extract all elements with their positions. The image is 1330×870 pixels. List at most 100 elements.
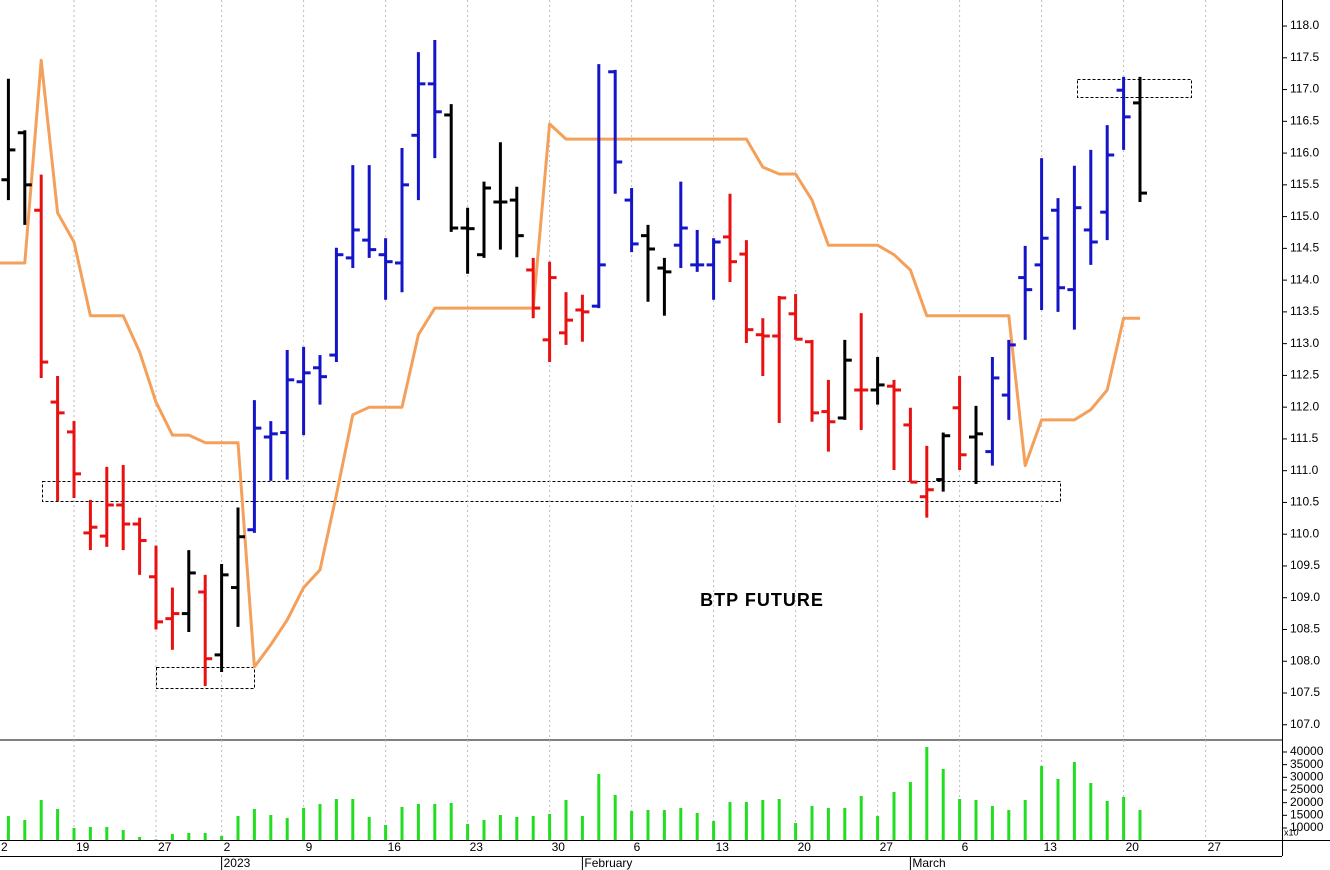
y-tick-label: 116.0 (1290, 145, 1319, 159)
y-tick-label: 118.0 (1290, 18, 1319, 32)
volume-bar (728, 801, 732, 840)
volume-bar (1138, 810, 1142, 840)
volume-bar (1040, 765, 1044, 840)
volume-bar (269, 814, 273, 840)
volume-bar (138, 836, 142, 840)
highlight-box (1077, 79, 1192, 98)
x-tick-label: 27 (158, 840, 172, 854)
x-tick-label: 20 (1126, 840, 1140, 854)
volume-bar (843, 808, 847, 840)
volume-bar (416, 803, 420, 840)
x-tick-label: 16 (388, 840, 402, 854)
y-tick-label: 109.5 (1290, 558, 1320, 572)
volume-bar (1023, 799, 1027, 840)
y-tick-label: 117.0 (1290, 82, 1319, 96)
y-tick-label: 108.0 (1290, 653, 1320, 667)
volume-bar (318, 803, 322, 840)
volume-bar (1072, 761, 1076, 840)
volume-bar (498, 814, 502, 840)
volume-bar (613, 795, 617, 840)
y-tick-label: 40000 (1290, 744, 1324, 758)
volume-bar (892, 791, 896, 840)
volume-bar (384, 825, 388, 840)
volume-bar (794, 822, 798, 840)
volume-bar (679, 808, 683, 840)
volume-bar (433, 803, 437, 840)
volume-bar (105, 826, 109, 840)
volume-bar (548, 813, 552, 840)
x-tick-label: 2 (224, 840, 231, 854)
volume-bar (826, 808, 830, 840)
volume-bar (695, 812, 699, 840)
volume-bar (597, 773, 601, 840)
y-tick-label: 114.5 (1290, 241, 1319, 255)
volume-bar (482, 819, 486, 840)
volume-bar (974, 799, 978, 840)
volume-bar (1105, 800, 1109, 840)
volume-bar (39, 799, 43, 840)
y-tick-label: 114.0 (1290, 272, 1319, 286)
y-tick-label: 108.5 (1290, 622, 1320, 636)
volume-bar (990, 805, 994, 840)
volume-bar (580, 815, 584, 840)
y-tick-label: 30000 (1290, 769, 1324, 783)
y-tick-label: 110.0 (1290, 526, 1319, 540)
volume-bar (1089, 782, 1093, 840)
volume-bar (810, 805, 814, 840)
volume-bar (712, 820, 716, 840)
x-tick-label: 6 (962, 840, 969, 854)
volume-bar (515, 816, 519, 840)
x-tick-label: 20 (798, 840, 812, 854)
volume-bar (925, 747, 929, 840)
x-tick-label: 30 (552, 840, 566, 854)
x-tick-label: 9 (306, 840, 313, 854)
volume-bar (367, 816, 371, 840)
volume-bar (23, 819, 27, 840)
y-tick-label: 10000 (1290, 820, 1324, 834)
y-tick-label: 115.5 (1290, 177, 1319, 191)
volume-bar (88, 826, 92, 840)
volume-bar (531, 815, 535, 840)
volume-bar (1122, 796, 1126, 840)
volume-bar (958, 799, 962, 840)
y-tick-label: 20000 (1290, 795, 1324, 809)
volume-bar (334, 799, 338, 840)
volume-bar (56, 808, 60, 840)
volume-bar (121, 830, 125, 840)
x-period-label: February (584, 856, 632, 870)
volume-bar (203, 832, 207, 840)
volume-bar (170, 833, 174, 840)
highlight-box (42, 481, 1061, 502)
y-tick-label: 110.5 (1290, 495, 1319, 509)
volume-bar (646, 810, 650, 840)
y-tick-label: 111.5 (1290, 431, 1319, 445)
volume-bar (302, 808, 306, 840)
volume-bar (351, 799, 355, 840)
x-tick-label: 13 (716, 840, 730, 854)
y-tick-label: 111.0 (1290, 463, 1319, 477)
volume-bar (564, 799, 568, 840)
y-tick-label: 116.5 (1290, 113, 1319, 127)
y-tick-label: 113.0 (1290, 336, 1319, 350)
x-tick-label: 23 (470, 840, 484, 854)
volume-bar (859, 795, 863, 840)
volume-bar (908, 782, 912, 840)
y-tick-label: 113.5 (1290, 304, 1319, 318)
y-tick-label: 109.0 (1290, 590, 1320, 604)
annotation: BTP FUTURE (700, 590, 824, 610)
volume-bar (466, 823, 470, 840)
volume-bar (400, 806, 404, 840)
highlight-box (156, 667, 255, 689)
y-tick-label: 35000 (1290, 757, 1324, 771)
volume-bar (1056, 778, 1060, 840)
volume-bar (1007, 810, 1011, 840)
y-tick-label: 112.5 (1290, 368, 1319, 382)
x-tick-label: 27 (1208, 840, 1222, 854)
y-tick-label: 25000 (1290, 782, 1324, 796)
volume-unit: x10 (1284, 827, 1299, 837)
volume-bar (761, 799, 765, 840)
volume-bar (285, 817, 289, 840)
x-tick-label: 2 (1, 840, 8, 854)
